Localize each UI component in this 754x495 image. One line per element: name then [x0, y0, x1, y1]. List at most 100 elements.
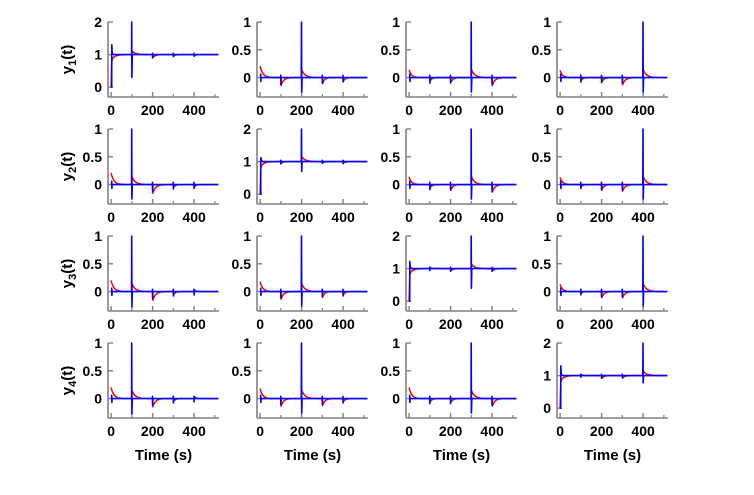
red-series-line — [259, 388, 368, 407]
y-tick-label: 1 — [94, 228, 102, 244]
y-tick-label: 1 — [243, 335, 251, 351]
y-tick-label: 1 — [94, 121, 102, 137]
red-series-line — [259, 281, 368, 300]
x-tick-label: 200 — [290, 209, 314, 225]
x-tick-label: 200 — [290, 423, 314, 439]
x-tick-label: 0 — [556, 423, 564, 439]
y-tick-label: 1 — [543, 121, 551, 137]
y-tick-label: 1 — [243, 228, 251, 244]
y-tick-label: 1 — [392, 14, 400, 30]
x-tick-label: 400 — [331, 209, 355, 225]
x-tick-label: 400 — [480, 102, 504, 118]
y-tick-label: 1 — [392, 335, 400, 351]
ylabel-y3: y3(t) — [59, 259, 79, 288]
red-series-line — [110, 50, 219, 88]
y-tick-label: 0 — [543, 400, 551, 416]
subplot-r1c3: 0 200 400 0 0.5 1 — [381, 14, 517, 118]
x-tick-label: 200 — [141, 102, 165, 118]
y-tick-label: 0.5 — [381, 42, 401, 58]
x-tick-label: 0 — [405, 102, 413, 118]
x-tick-label: 200 — [439, 209, 463, 225]
y-tick-label: 0.5 — [381, 149, 401, 165]
blue-series-line — [110, 342, 219, 415]
red-series-line — [408, 387, 517, 407]
x-tick-label: 0 — [107, 102, 115, 118]
x-tick-label: 0 — [556, 316, 564, 332]
x-tick-label: 200 — [141, 423, 165, 439]
y-tick-label: 0.5 — [83, 149, 103, 165]
y-tick-label: 2 — [392, 228, 400, 244]
red-series-line — [408, 263, 517, 302]
y-tick-label: 0 — [392, 70, 400, 86]
x-tick-label: 0 — [256, 423, 264, 439]
y-tick-label: 0.5 — [532, 256, 552, 272]
x-tick-label: 200 — [590, 209, 614, 225]
subplot-r1c1: 0 200 400 0 1 2 y1(t) — [59, 14, 219, 118]
x-tick-label: 0 — [256, 209, 264, 225]
red-series-line — [110, 387, 219, 408]
x-tick-label: 400 — [182, 102, 206, 118]
y-tick-label: 0.5 — [232, 363, 252, 379]
y-tick-label: 0.5 — [232, 42, 252, 58]
x-tick-label: 0 — [256, 102, 264, 118]
blue-series-line — [259, 128, 368, 195]
blue-series-line — [559, 342, 668, 409]
y-tick-label: 2 — [243, 121, 251, 137]
y-tick-label: 0 — [243, 186, 251, 202]
x-tick-label: 400 — [480, 423, 504, 439]
blue-series-line — [259, 21, 368, 93]
blue-series-line — [408, 128, 517, 200]
x-tick-label: 0 — [256, 316, 264, 332]
blue-series-line — [559, 21, 668, 93]
subplot-r2c3: 0 200 400 0 0.5 1 — [381, 121, 517, 225]
subplot-r3c3: 0 200 400 0 1 2 — [392, 228, 517, 332]
subplot-r2c1: 0 200 400 0 0.5 1 y2(t) — [59, 121, 219, 225]
red-series-line — [559, 370, 668, 409]
y-tick-label: 0 — [392, 293, 400, 309]
blue-series-line — [408, 235, 517, 302]
x-tick-label: 400 — [631, 209, 655, 225]
subplot-r4c3: 0 200 400 0 0.5 1 Time (s) — [381, 335, 517, 464]
subplot-r1c4: 0 200 400 0 0.5 1 — [532, 14, 668, 118]
blue-series-line — [559, 235, 668, 307]
y-tick-label: 1 — [392, 261, 400, 277]
subplot-r4c4: 0 200 400 0 1 2 Time (s) — [543, 335, 668, 464]
x-tick-label: 400 — [631, 102, 655, 118]
y-tick-label: 0 — [543, 284, 551, 300]
blue-series-line — [259, 235, 368, 307]
x-tick-label: 400 — [480, 209, 504, 225]
red-series-line — [559, 283, 668, 299]
x-tick-label: 400 — [631, 423, 655, 439]
subplot-r3c4: 0 200 400 0 0.5 1 — [532, 228, 668, 332]
x-tick-label: 400 — [331, 423, 355, 439]
xlabel-time: Time (s) — [584, 447, 641, 464]
x-tick-label: 200 — [439, 423, 463, 439]
y-tick-label: 0.5 — [532, 42, 552, 58]
subplot-r2c2: 0 200 400 0 1 2 — [243, 121, 368, 225]
y-tick-label: 0 — [543, 177, 551, 193]
blue-series-line — [408, 21, 517, 93]
x-tick-label: 200 — [439, 102, 463, 118]
y-tick-label: 0 — [392, 177, 400, 193]
x-tick-label: 400 — [331, 316, 355, 332]
blue-series-line — [259, 342, 368, 414]
x-tick-label: 200 — [439, 316, 463, 332]
red-series-line — [110, 172, 219, 195]
y-tick-label: 1 — [94, 47, 102, 63]
xlabel-time: Time (s) — [135, 447, 192, 464]
y-tick-label: 0 — [94, 79, 102, 95]
x-tick-label: 0 — [556, 102, 564, 118]
x-tick-label: 0 — [556, 209, 564, 225]
blue-series-line — [110, 235, 219, 308]
x-tick-label: 400 — [182, 209, 206, 225]
y-tick-label: 2 — [94, 14, 102, 30]
x-tick-label: 200 — [590, 316, 614, 332]
y-tick-label: 0 — [94, 284, 102, 300]
xlabel-time: Time (s) — [433, 447, 490, 464]
x-tick-label: 0 — [107, 423, 115, 439]
y-tick-label: 0 — [392, 391, 400, 407]
subplot-r3c2: 0 200 400 0 0.5 1 — [232, 228, 368, 332]
x-tick-label: 200 — [590, 102, 614, 118]
subplot-r1c2: 0 200 400 0 0.5 1 — [232, 14, 368, 118]
xlabel-time: Time (s) — [284, 447, 341, 464]
